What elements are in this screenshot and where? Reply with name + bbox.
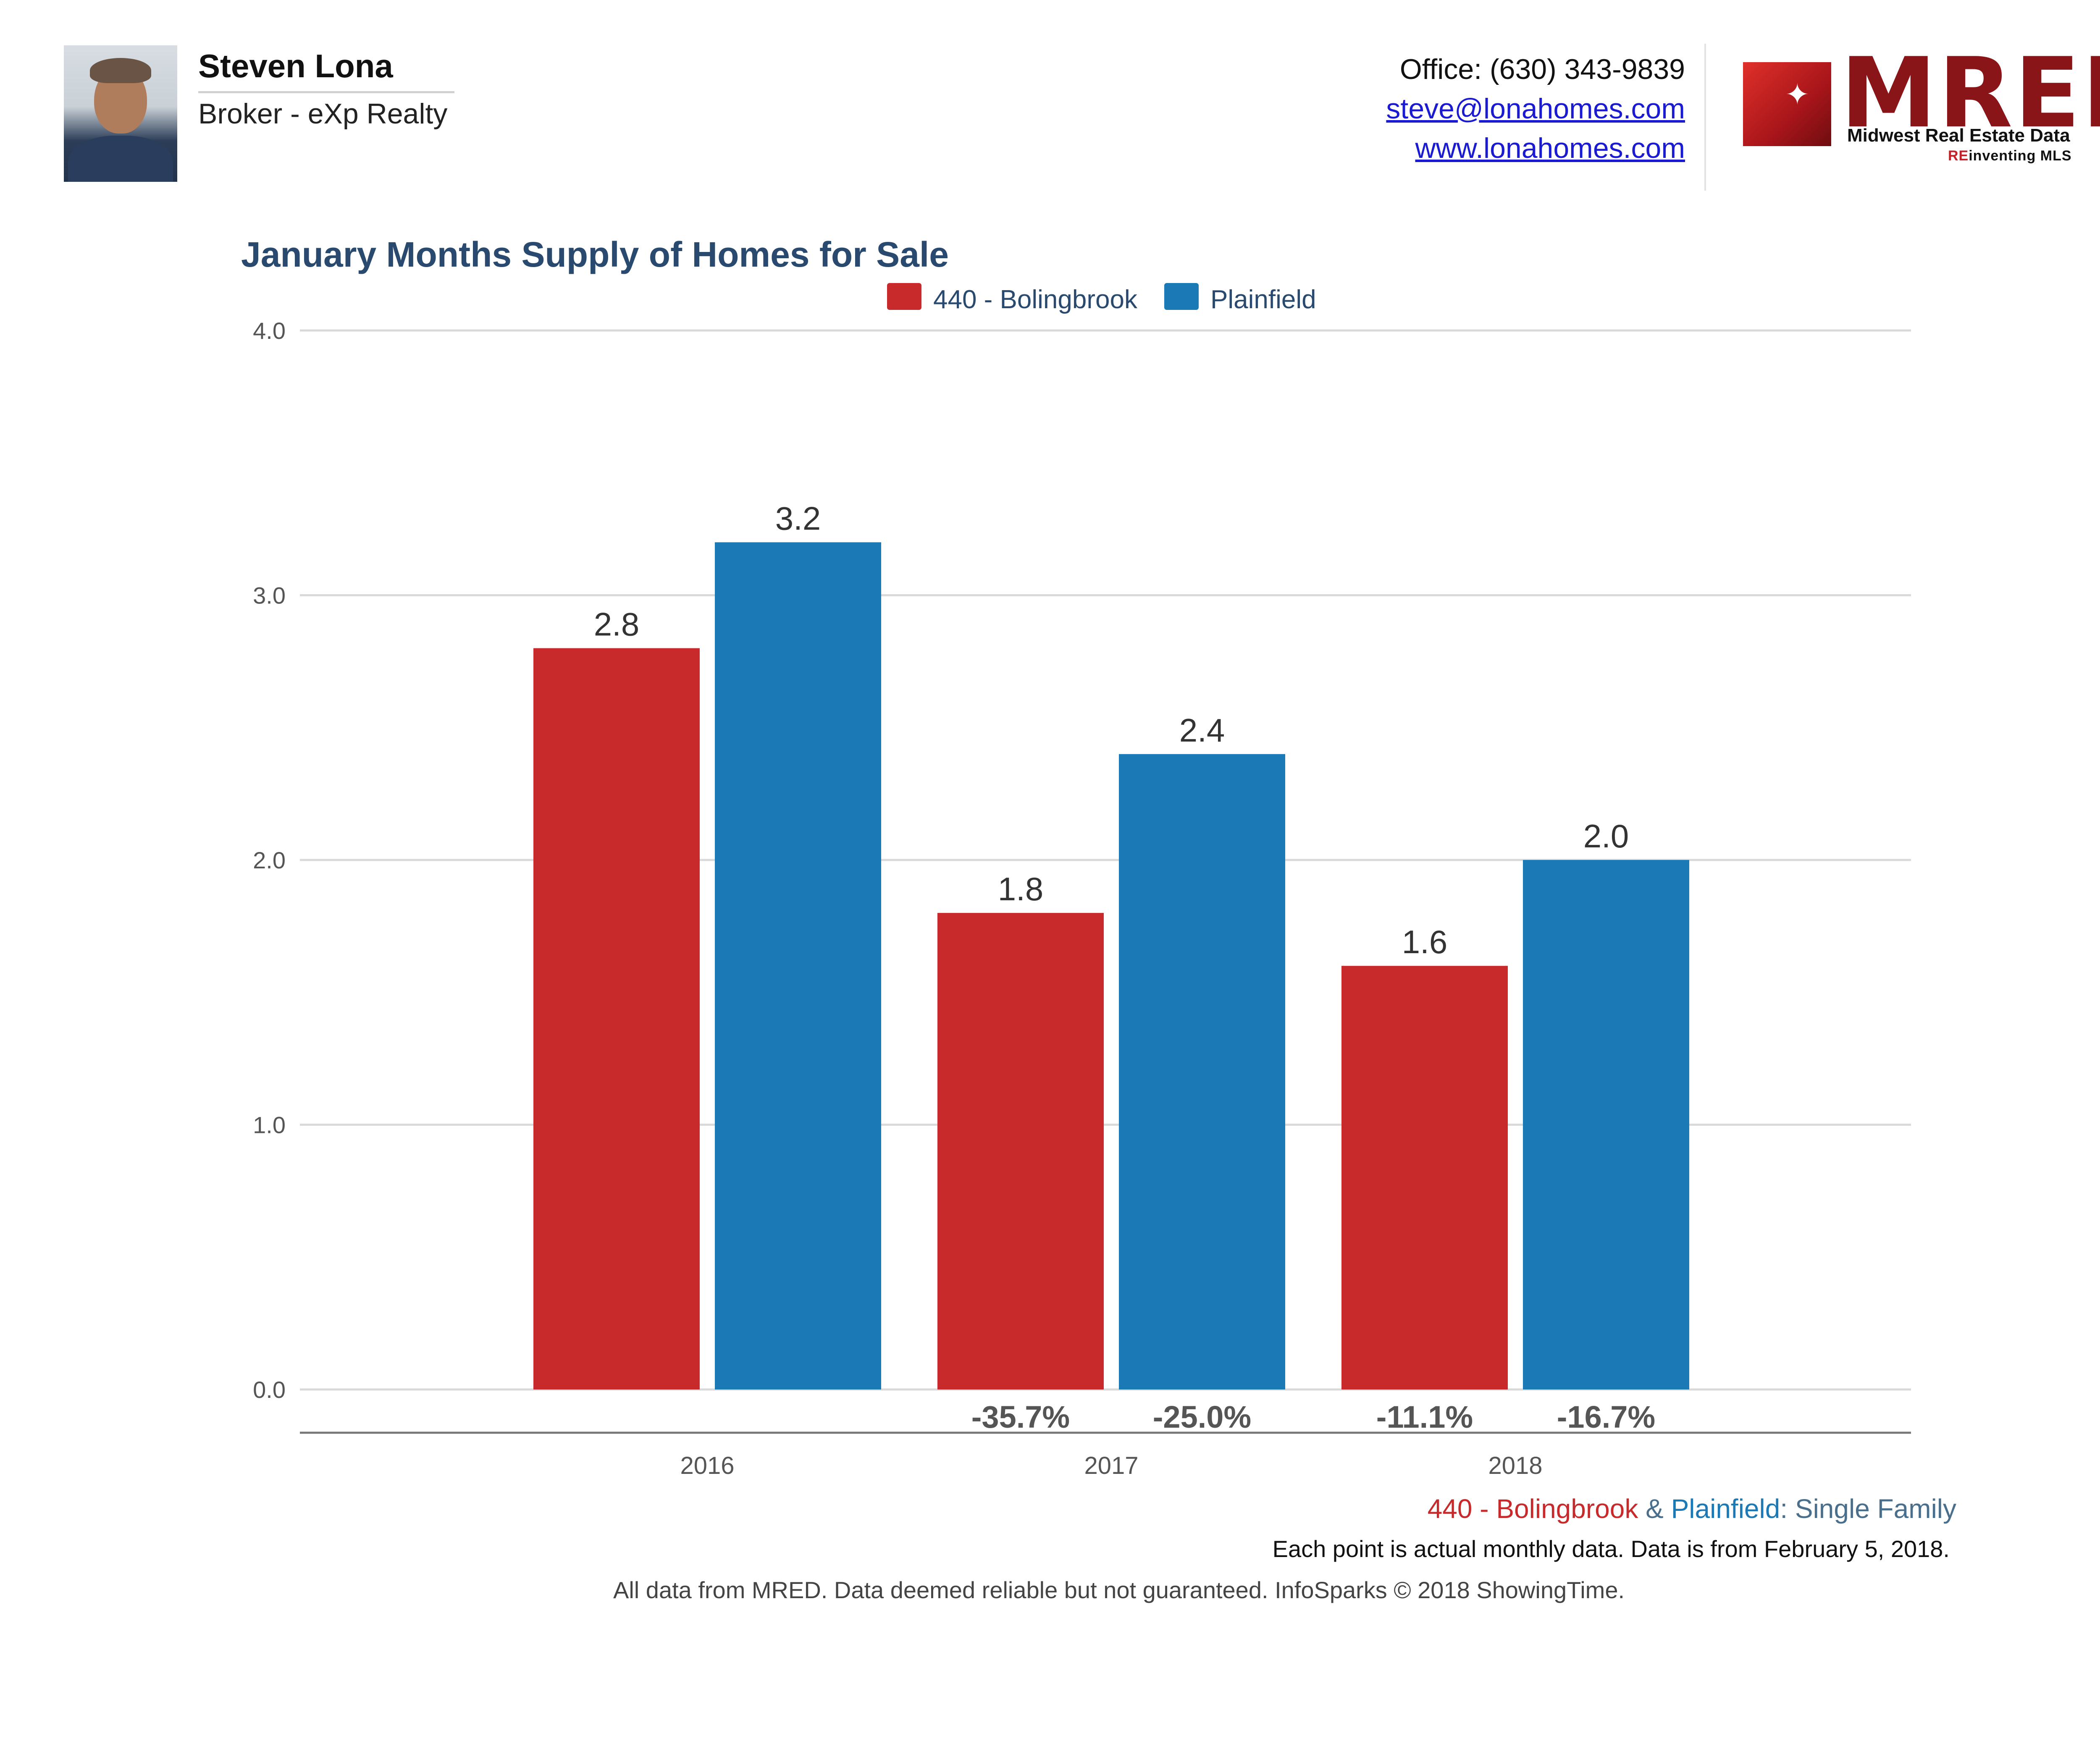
bar-value-label: 1.6 <box>1402 923 1447 960</box>
mred-subtitle: Midwest Real Estate Data <box>1847 125 2070 146</box>
change-label: -35.7% <box>971 1400 1070 1434</box>
change-label: -16.7% <box>1557 1400 1655 1434</box>
caption-series1: 440 - Bolingbrook <box>1427 1494 1638 1524</box>
bar-value-label: 3.2 <box>775 500 821 537</box>
agent-photo <box>64 45 177 182</box>
legend-swatch-bolingbrook[interactable] <box>887 283 921 310</box>
value-labels: 2.8 3.2 1.8 2.4 1.6 2.0 <box>594 500 1629 960</box>
y-tick-label: 2.0 <box>253 847 286 873</box>
change-labels: -35.7% -25.0% -11.1% -16.7% <box>971 1400 1655 1434</box>
agent-name: Steven Lona <box>198 47 454 93</box>
mred-wordmark: MRED <box>1840 37 2100 149</box>
series-caption: 440 - Bolingbrook & Plainfield: Single F… <box>1427 1494 1956 1524</box>
y-axis-ticks: 0.0 1.0 2.0 3.0 4.0 <box>253 317 286 1403</box>
legal-note: All data from MRED. Data deemed reliable… <box>613 1577 1625 1603</box>
chart-title: January Months Supply of Homes for Sale <box>241 235 949 274</box>
y-tick-label: 4.0 <box>253 317 286 344</box>
x-tick-label: 2018 <box>1488 1452 1542 1479</box>
bar-value-label: 1.8 <box>998 870 1043 907</box>
sparkle-icon: ✦ <box>1785 78 1810 111</box>
email-link[interactable]: steve@lonahomes.com <box>1386 93 1685 125</box>
x-tick-label: 2017 <box>1084 1452 1138 1479</box>
bar-value-label: 2.4 <box>1179 712 1225 749</box>
caption-series2: Plainfield <box>1671 1494 1780 1524</box>
bar-bolingbrook-2016[interactable] <box>533 648 700 1389</box>
agent-title: Broker - eXp Realty <box>198 98 448 130</box>
change-label: -25.0% <box>1153 1400 1251 1434</box>
website-link[interactable]: www.lonahomes.com <box>1415 132 1685 164</box>
mred-logo-mark: ✦ <box>1743 62 1831 146</box>
bars <box>533 542 1689 1389</box>
bar-value-label: 2.8 <box>594 606 639 643</box>
bar-plainfield-2018[interactable] <box>1523 860 1689 1389</box>
legend-swatch-plainfield[interactable] <box>1164 283 1199 310</box>
bar-plainfield-2016[interactable] <box>715 542 881 1389</box>
y-tick-label: 1.0 <box>253 1112 286 1138</box>
mred-logo: ✦ MRED ® Midwest Real Estate Data REinve… <box>1743 41 2100 171</box>
x-axis-ticks: 2016 2017 2018 <box>680 1452 1542 1479</box>
caption-suffix: : Single Family <box>1780 1494 1956 1524</box>
legend-label-bolingbrook[interactable]: 440 - Bolingbrook <box>933 285 1138 314</box>
bar-plainfield-2017[interactable] <box>1119 754 1285 1389</box>
header-divider <box>1704 44 1706 191</box>
legend: 440 - Bolingbrook Plainfield <box>887 283 1316 314</box>
x-tick-label: 2016 <box>680 1452 734 1479</box>
data-note: Each point is actual monthly data. Data … <box>1272 1536 1950 1562</box>
bar-bolingbrook-2018[interactable] <box>1341 966 1508 1389</box>
change-label: -11.1% <box>1376 1400 1473 1434</box>
bar-bolingbrook-2017[interactable] <box>937 913 1104 1389</box>
y-tick-label: 3.0 <box>253 582 286 609</box>
y-tick-label: 0.0 <box>253 1376 286 1403</box>
contact-block: Office: (630) 343-9839 steve@lonahomes.c… <box>1386 50 1685 168</box>
bar-value-label: 2.0 <box>1583 818 1629 855</box>
legend-label-plainfield[interactable]: Plainfield <box>1210 285 1316 314</box>
office-phone: Office: (630) 343-9839 <box>1399 53 1685 85</box>
mred-tagline: REinventing MLS <box>1948 148 2072 164</box>
